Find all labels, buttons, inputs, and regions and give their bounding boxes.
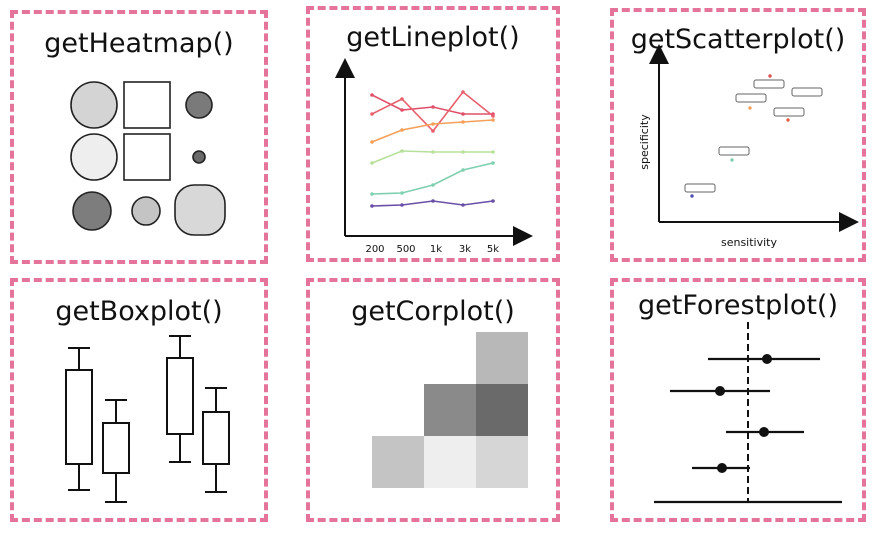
heatmap-cell [123, 133, 171, 181]
scatter-point [748, 106, 752, 110]
boxplot-figure [65, 335, 230, 503]
scatter-x-label: sensitivity [721, 236, 778, 249]
forestplot-title: getForestplot() [637, 290, 838, 321]
forest-point [717, 463, 727, 473]
scatter-ci-box [753, 79, 785, 89]
scatter-point [768, 74, 772, 78]
corplot-cell [424, 436, 476, 488]
lineplot-x-tick: 1k [430, 244, 442, 255]
heatmap-figure [70, 81, 226, 236]
corplot-panel: getCorplot() [306, 278, 560, 522]
lineplot-x-tick: 500 [396, 244, 415, 255]
forestplot-panel: getForestplot() [610, 278, 866, 522]
boxplot-box [202, 411, 230, 465]
forest-point [762, 354, 772, 364]
lineplot-x-tick: 5k [487, 244, 499, 255]
scatter-ci-box [791, 87, 823, 97]
lineplot-x-tick: 200 [365, 244, 384, 255]
heatmap-cell [174, 184, 226, 236]
corplot-cell [476, 436, 528, 488]
scatter-ci-box [773, 107, 805, 117]
boxplot-box [65, 369, 93, 465]
heatmap-cell [185, 91, 213, 119]
lineplot-x-tick: 3k [459, 244, 471, 255]
scatterplot-figure: sensitivity specificity [638, 44, 859, 249]
forestplot-figure [654, 322, 842, 504]
corplot-cell [476, 332, 528, 384]
lineplot-figure: 200 500 1k 3k 5k [335, 58, 533, 255]
corplot-figure [372, 332, 528, 488]
lineplot-panel: getLineplot() 200 500 1k 3k 5k [306, 6, 560, 262]
corplot-title: getCorplot() [351, 296, 515, 327]
boxplot-box [166, 357, 194, 435]
scatter-point [690, 194, 694, 198]
heatmap-cell [72, 191, 112, 231]
heatmap-cell [131, 196, 161, 226]
scatter-ci-box [684, 183, 716, 193]
scatter-point [786, 118, 790, 122]
forest-point [715, 386, 725, 396]
scatter-point [730, 158, 734, 162]
boxplot-panel: getBoxplot() [10, 278, 268, 522]
heatmap-cell [192, 150, 206, 164]
heatmap-cell [70, 133, 118, 181]
corplot-cell [424, 384, 476, 436]
corplot-cell [476, 384, 528, 436]
boxplot-box [102, 422, 130, 474]
scatter-ci-box [718, 146, 750, 156]
line-series [371, 162, 494, 195]
forest-point [759, 427, 769, 437]
scatterplot-panel: getScatterplot() sensitivity specificity [610, 8, 866, 262]
corplot-cell [372, 436, 424, 488]
boxplot-title: getBoxplot() [55, 296, 223, 327]
heatmap-panel: getHeatmap() [10, 10, 268, 264]
scatter-y-label: specificity [638, 114, 651, 170]
heatmap-cell [123, 81, 171, 129]
scatter-ci-box [735, 93, 767, 103]
heatmap-cell [70, 81, 118, 129]
heatmap-title: getHeatmap() [44, 28, 234, 59]
lineplot-title: getLineplot() [346, 22, 520, 53]
